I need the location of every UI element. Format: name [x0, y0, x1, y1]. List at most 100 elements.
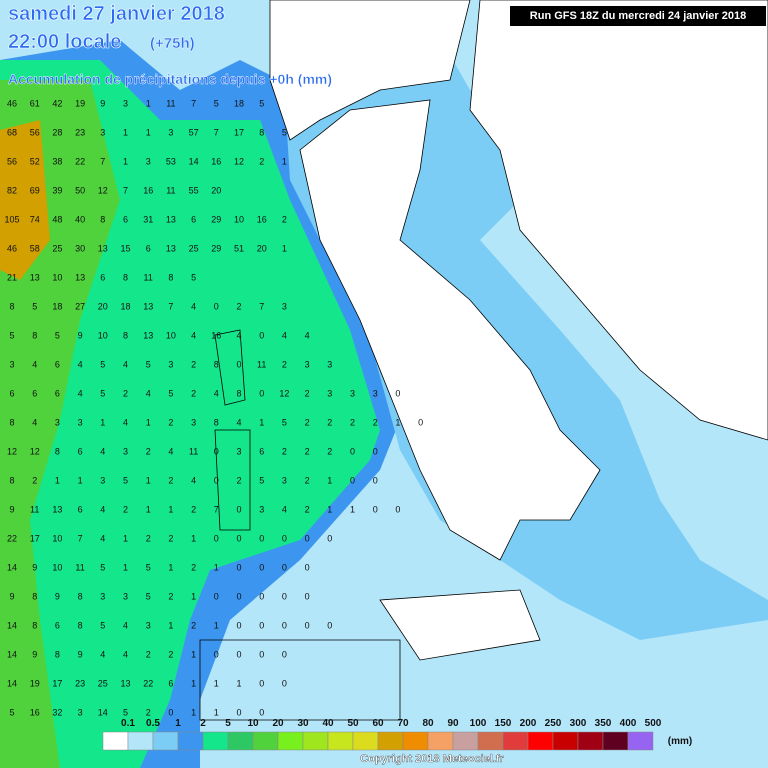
grid-value: 0 — [282, 533, 287, 543]
grid-value: 6 — [55, 388, 60, 398]
grid-value: 56 — [30, 127, 40, 137]
legend-swatch — [452, 731, 479, 751]
grid-value: 5 — [146, 591, 151, 601]
grid-value: 1 — [214, 707, 219, 717]
grid-value: 1 — [146, 504, 151, 514]
legend-label: 1 — [175, 718, 181, 729]
grid-value: 1 — [168, 562, 173, 572]
legend-label: 70 — [397, 718, 409, 729]
legend-swatch — [327, 731, 354, 751]
grid-value: 2 — [32, 475, 37, 485]
grid-value: 6 — [78, 504, 83, 514]
grid-value: 25 — [189, 243, 199, 253]
grid-value: 3 — [168, 359, 173, 369]
grid-value: 14 — [7, 562, 17, 572]
grid-value: 0 — [282, 649, 287, 659]
grid-value: 0 — [236, 591, 241, 601]
legend-swatch — [602, 731, 629, 751]
grid-value: 3 — [100, 475, 105, 485]
grid-value: 0 — [214, 533, 219, 543]
grid-value: 0 — [259, 678, 264, 688]
legend-swatch — [477, 731, 504, 751]
grid-value: 5 — [259, 475, 264, 485]
grid-value: 3 — [305, 359, 310, 369]
grid-value: 13 — [166, 214, 176, 224]
grid-value: 3 — [350, 388, 355, 398]
legend-label: 0.1 — [121, 718, 135, 729]
grid-value: 4 — [305, 330, 310, 340]
grid-value: 1 — [146, 127, 151, 137]
grid-value: 27 — [75, 301, 85, 311]
grid-value: 3 — [146, 620, 151, 630]
grid-value: 17 — [234, 127, 244, 137]
grid-value: 14 — [98, 707, 108, 717]
lead: (+75h) — [150, 35, 195, 52]
grid-value: 19 — [75, 98, 85, 108]
legend-label: 20 — [272, 718, 284, 729]
grid-value: 5 — [55, 330, 60, 340]
grid-value: 0 — [259, 591, 264, 601]
grid-value: 12 — [30, 446, 40, 456]
grid-value: 13 — [52, 504, 62, 514]
legend-unit: (mm) — [668, 736, 692, 747]
grid-value: 2 — [191, 562, 196, 572]
grid-value: 8 — [259, 127, 264, 137]
grid-value: 4 — [78, 359, 83, 369]
grid-value: 1 — [78, 475, 83, 485]
grid-value: 3 — [123, 446, 128, 456]
grid-value: 3 — [78, 707, 83, 717]
grid-value: 29 — [211, 214, 221, 224]
grid-value: 55 — [189, 185, 199, 195]
legend-label: 300 — [570, 718, 587, 729]
grid-value: 1 — [395, 417, 400, 427]
grid-value: 1 — [191, 707, 196, 717]
grid-value: 3 — [327, 388, 332, 398]
grid-value: 3 — [282, 475, 287, 485]
grid-value: 5 — [146, 562, 151, 572]
grid-value: 5 — [32, 301, 37, 311]
grid-value: 0 — [259, 620, 264, 630]
grid-value: 2 — [168, 533, 173, 543]
grid-value: 1 — [259, 417, 264, 427]
legend-label: 150 — [495, 718, 512, 729]
grid-value: 58 — [30, 243, 40, 253]
grid-value: 18 — [120, 301, 130, 311]
grid-value: 52 — [30, 156, 40, 166]
grid-value: 2 — [146, 446, 151, 456]
islands — [214, 329, 251, 531]
rain-zone — [0, 120, 50, 280]
grid-value: 1 — [282, 156, 287, 166]
grid-value: 2 — [168, 591, 173, 601]
grid-value: 1 — [146, 475, 151, 485]
grid-value: 9 — [100, 98, 105, 108]
grid-value: 8 — [78, 620, 83, 630]
run-info: Run GFS 18Z du mercredi 24 janvier 2018 — [530, 10, 746, 22]
grid-value: 57 — [189, 127, 199, 137]
grid-value: 4 — [236, 330, 241, 340]
grid-value: 8 — [123, 330, 128, 340]
grid-value: 4 — [123, 359, 128, 369]
grid-value: 39 — [52, 185, 62, 195]
grid-value: 2 — [146, 649, 151, 659]
grid-value: 6 — [100, 272, 105, 282]
grid-value: 5 — [146, 359, 151, 369]
grid-value: 1 — [214, 678, 219, 688]
grid-value: 1 — [146, 98, 151, 108]
grid-value: 1 — [123, 562, 128, 572]
grid-value: 11 — [189, 446, 198, 456]
grid-value: 2 — [123, 388, 128, 398]
value-grid: 46 61 42 19 9 3 1 11 7 5 18 568 56 28 23 3 1 1 3 57 7 17 8 556 5… — [4, 98, 423, 717]
grid-value: 3 — [168, 127, 173, 137]
grid-value: 11 — [144, 272, 153, 282]
grid-value: 2 — [191, 504, 196, 514]
grid-value: 4 — [100, 649, 105, 659]
grid-value: 6 — [191, 214, 196, 224]
grid-value: 9 — [78, 649, 83, 659]
legend-label: 200 — [520, 718, 537, 729]
grid-value: 12 — [234, 156, 244, 166]
grid-value: 9 — [78, 330, 83, 340]
legend-label: 80 — [422, 718, 434, 729]
grid-value: 6 — [259, 446, 264, 456]
